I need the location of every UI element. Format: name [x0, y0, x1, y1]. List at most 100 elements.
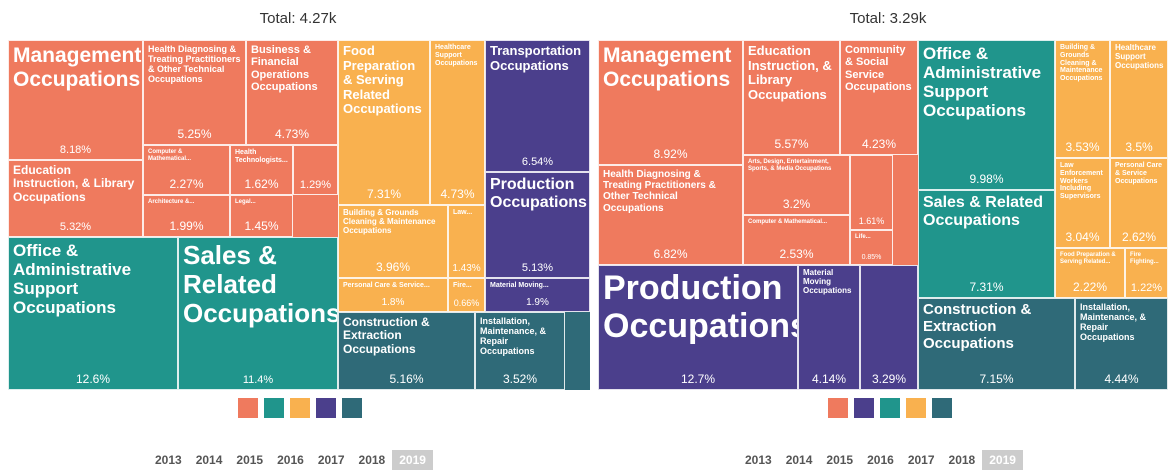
- tile: Management Occupations 8.92%: [598, 40, 743, 165]
- value-label: 9.98%: [969, 172, 1004, 186]
- tile-label: Community & Social Service Occupations: [845, 44, 912, 93]
- value-label: 8.18%: [59, 144, 92, 156]
- icon[interactable]: [316, 398, 336, 418]
- value-label: 7.15%: [979, 372, 1014, 386]
- category-icons: [238, 398, 362, 418]
- icon[interactable]: [880, 398, 900, 418]
- value-label: 3.53%: [1065, 140, 1100, 154]
- tile: Installation, Maintenance, & Repair Occu…: [1075, 298, 1168, 390]
- value-label: 3.5%: [1125, 140, 1153, 154]
- value-label: 1.29%: [299, 179, 332, 191]
- tile: Personal Care & Service Occupations 2.62%: [1110, 158, 1168, 248]
- tile: 1.61%: [850, 155, 893, 230]
- tile: Life... 0.85%: [850, 230, 893, 265]
- year-button[interactable]: 2013: [745, 453, 772, 467]
- tile-label: Food Preparation & Serving Related...: [1060, 252, 1116, 265]
- tile: Fire... 0.66%: [448, 278, 485, 312]
- value-label: 4.73%: [440, 187, 475, 201]
- tile: Material Moving Occupations 4.14%: [798, 265, 860, 390]
- value-label: 5.25%: [177, 127, 212, 141]
- value-label: 6.54%: [521, 156, 554, 168]
- year-button[interactable]: 2015: [826, 453, 854, 467]
- value-label: 7.31%: [969, 280, 1004, 294]
- value-label: 0.85%: [861, 254, 882, 261]
- tile: Material Moving... 1.9%: [485, 278, 590, 312]
- tile-label: Healthcare Support Occupations: [435, 44, 478, 67]
- tile-label: Food Preparation & Serving Related Occup…: [343, 43, 422, 117]
- tile-label: Healthcare Support Occupations: [1115, 43, 1164, 70]
- tile: Arts, Design, Entertainment, Sports, & M…: [743, 155, 850, 215]
- tile-label: Sales & Related Occupations: [183, 240, 338, 329]
- icon[interactable]: [828, 398, 848, 418]
- tile-label: Transportation Occupations: [490, 43, 582, 73]
- year-button[interactable]: 2017: [907, 453, 935, 467]
- year-button[interactable]: 2014: [785, 453, 813, 467]
- chart-title: Total: 4.27k: [259, 10, 337, 27]
- tile-label: Building & Grounds Cleaning & Maintenanc…: [343, 208, 436, 235]
- tile-label: Education Instruction, & Library Occupat…: [13, 163, 135, 204]
- tile: 3.29%: [860, 265, 918, 390]
- tile-label: Computer & Mathematical...: [148, 149, 192, 162]
- year-button[interactable]: 2015: [236, 453, 264, 467]
- year-button[interactable]: 2013: [155, 453, 182, 467]
- year-button[interactable]: 2014: [195, 453, 223, 467]
- icon[interactable]: [264, 398, 284, 418]
- icon[interactable]: [342, 398, 362, 418]
- icon[interactable]: [932, 398, 952, 418]
- icon[interactable]: [854, 398, 874, 418]
- value-label: 12.7%: [680, 372, 716, 386]
- year-button[interactable]: 2016: [867, 453, 894, 467]
- category-icons: [828, 398, 952, 418]
- value-label: 1.9%: [526, 297, 549, 308]
- tile: Education Instruction, & Library Occupat…: [8, 160, 143, 237]
- tile-label: Production Occupations: [603, 269, 798, 346]
- tile-label: Material Moving Occupations: [803, 268, 852, 295]
- tile-label: Construction & Extraction Occupations: [923, 301, 1032, 352]
- year-selector: 2013 2014 2015 2016 2017 2018 2019: [738, 450, 1023, 470]
- tile-label: Arts, Design, Entertainment, Sports, & M…: [748, 159, 832, 172]
- value-label: 12.6%: [75, 372, 111, 386]
- year-button[interactable]: 2017: [317, 453, 345, 467]
- tile-label: Material Moving...: [490, 282, 549, 289]
- tile-label: Management Occupations: [13, 44, 142, 91]
- value-label: 7.31%: [366, 187, 402, 201]
- value-label: 1.61%: [858, 216, 885, 226]
- value-label: 1.99%: [169, 219, 204, 233]
- tile-label: Construction & Extraction Occupations: [343, 315, 430, 356]
- tile-label: Building & Grounds Cleaning & Maintenanc…: [1060, 44, 1103, 83]
- year-button[interactable]: 2018: [358, 453, 386, 467]
- tile-label: Installation, Maintenance, & Repair Occu…: [480, 316, 547, 357]
- tile: Computer & Mathematical... 2.53%: [743, 215, 850, 265]
- value-label: 8.92%: [653, 147, 688, 161]
- tile: Building & Grounds Cleaning & Maintenanc…: [1055, 40, 1110, 158]
- tile-label: Sales & Related Occupations: [923, 194, 1044, 229]
- year-button[interactable]: 2019: [392, 450, 433, 470]
- tile-label: Health Technologists...: [235, 149, 288, 164]
- tile: Fire Fighting... 1.22%: [1125, 248, 1168, 298]
- value-label: 3.04%: [1065, 230, 1100, 244]
- value-label: 1.62%: [244, 177, 279, 191]
- year-button[interactable]: 2019: [982, 450, 1023, 470]
- value-label: 1.8%: [381, 297, 405, 308]
- value-label: 2.53%: [779, 247, 814, 261]
- value-label: 1.43%: [452, 263, 481, 274]
- tile: Community & Social Service Occupations 4.…: [840, 40, 918, 155]
- tile: Sales & Related Occupations 11.4%: [178, 237, 338, 390]
- value-label: 4.14%: [811, 372, 847, 386]
- tile: Production Occupations 5.13%: [485, 172, 590, 278]
- tile-label: Computer & Mathematical...: [748, 219, 828, 225]
- tile: Building & Grounds Cleaning & Maintenanc…: [338, 205, 448, 278]
- year-button[interactable]: 2018: [948, 453, 976, 467]
- year-button[interactable]: 2016: [277, 453, 304, 467]
- icon[interactable]: [290, 398, 310, 418]
- tile-label: Office & Administrative Support Occupati…: [13, 241, 132, 318]
- value-label: 5.57%: [774, 137, 809, 151]
- icon[interactable]: [238, 398, 258, 418]
- tile-label: Office & Administrative Support Occupati…: [923, 44, 1042, 121]
- tile-label: Fire...: [453, 282, 472, 289]
- tile: Office & Administrative Support Occupati…: [918, 40, 1055, 190]
- value-label: 6.82%: [653, 247, 688, 261]
- tile: Production Occupations 12.7%: [598, 265, 798, 390]
- icon[interactable]: [906, 398, 926, 418]
- tile: Office & Administrative Support Occupati…: [8, 237, 178, 390]
